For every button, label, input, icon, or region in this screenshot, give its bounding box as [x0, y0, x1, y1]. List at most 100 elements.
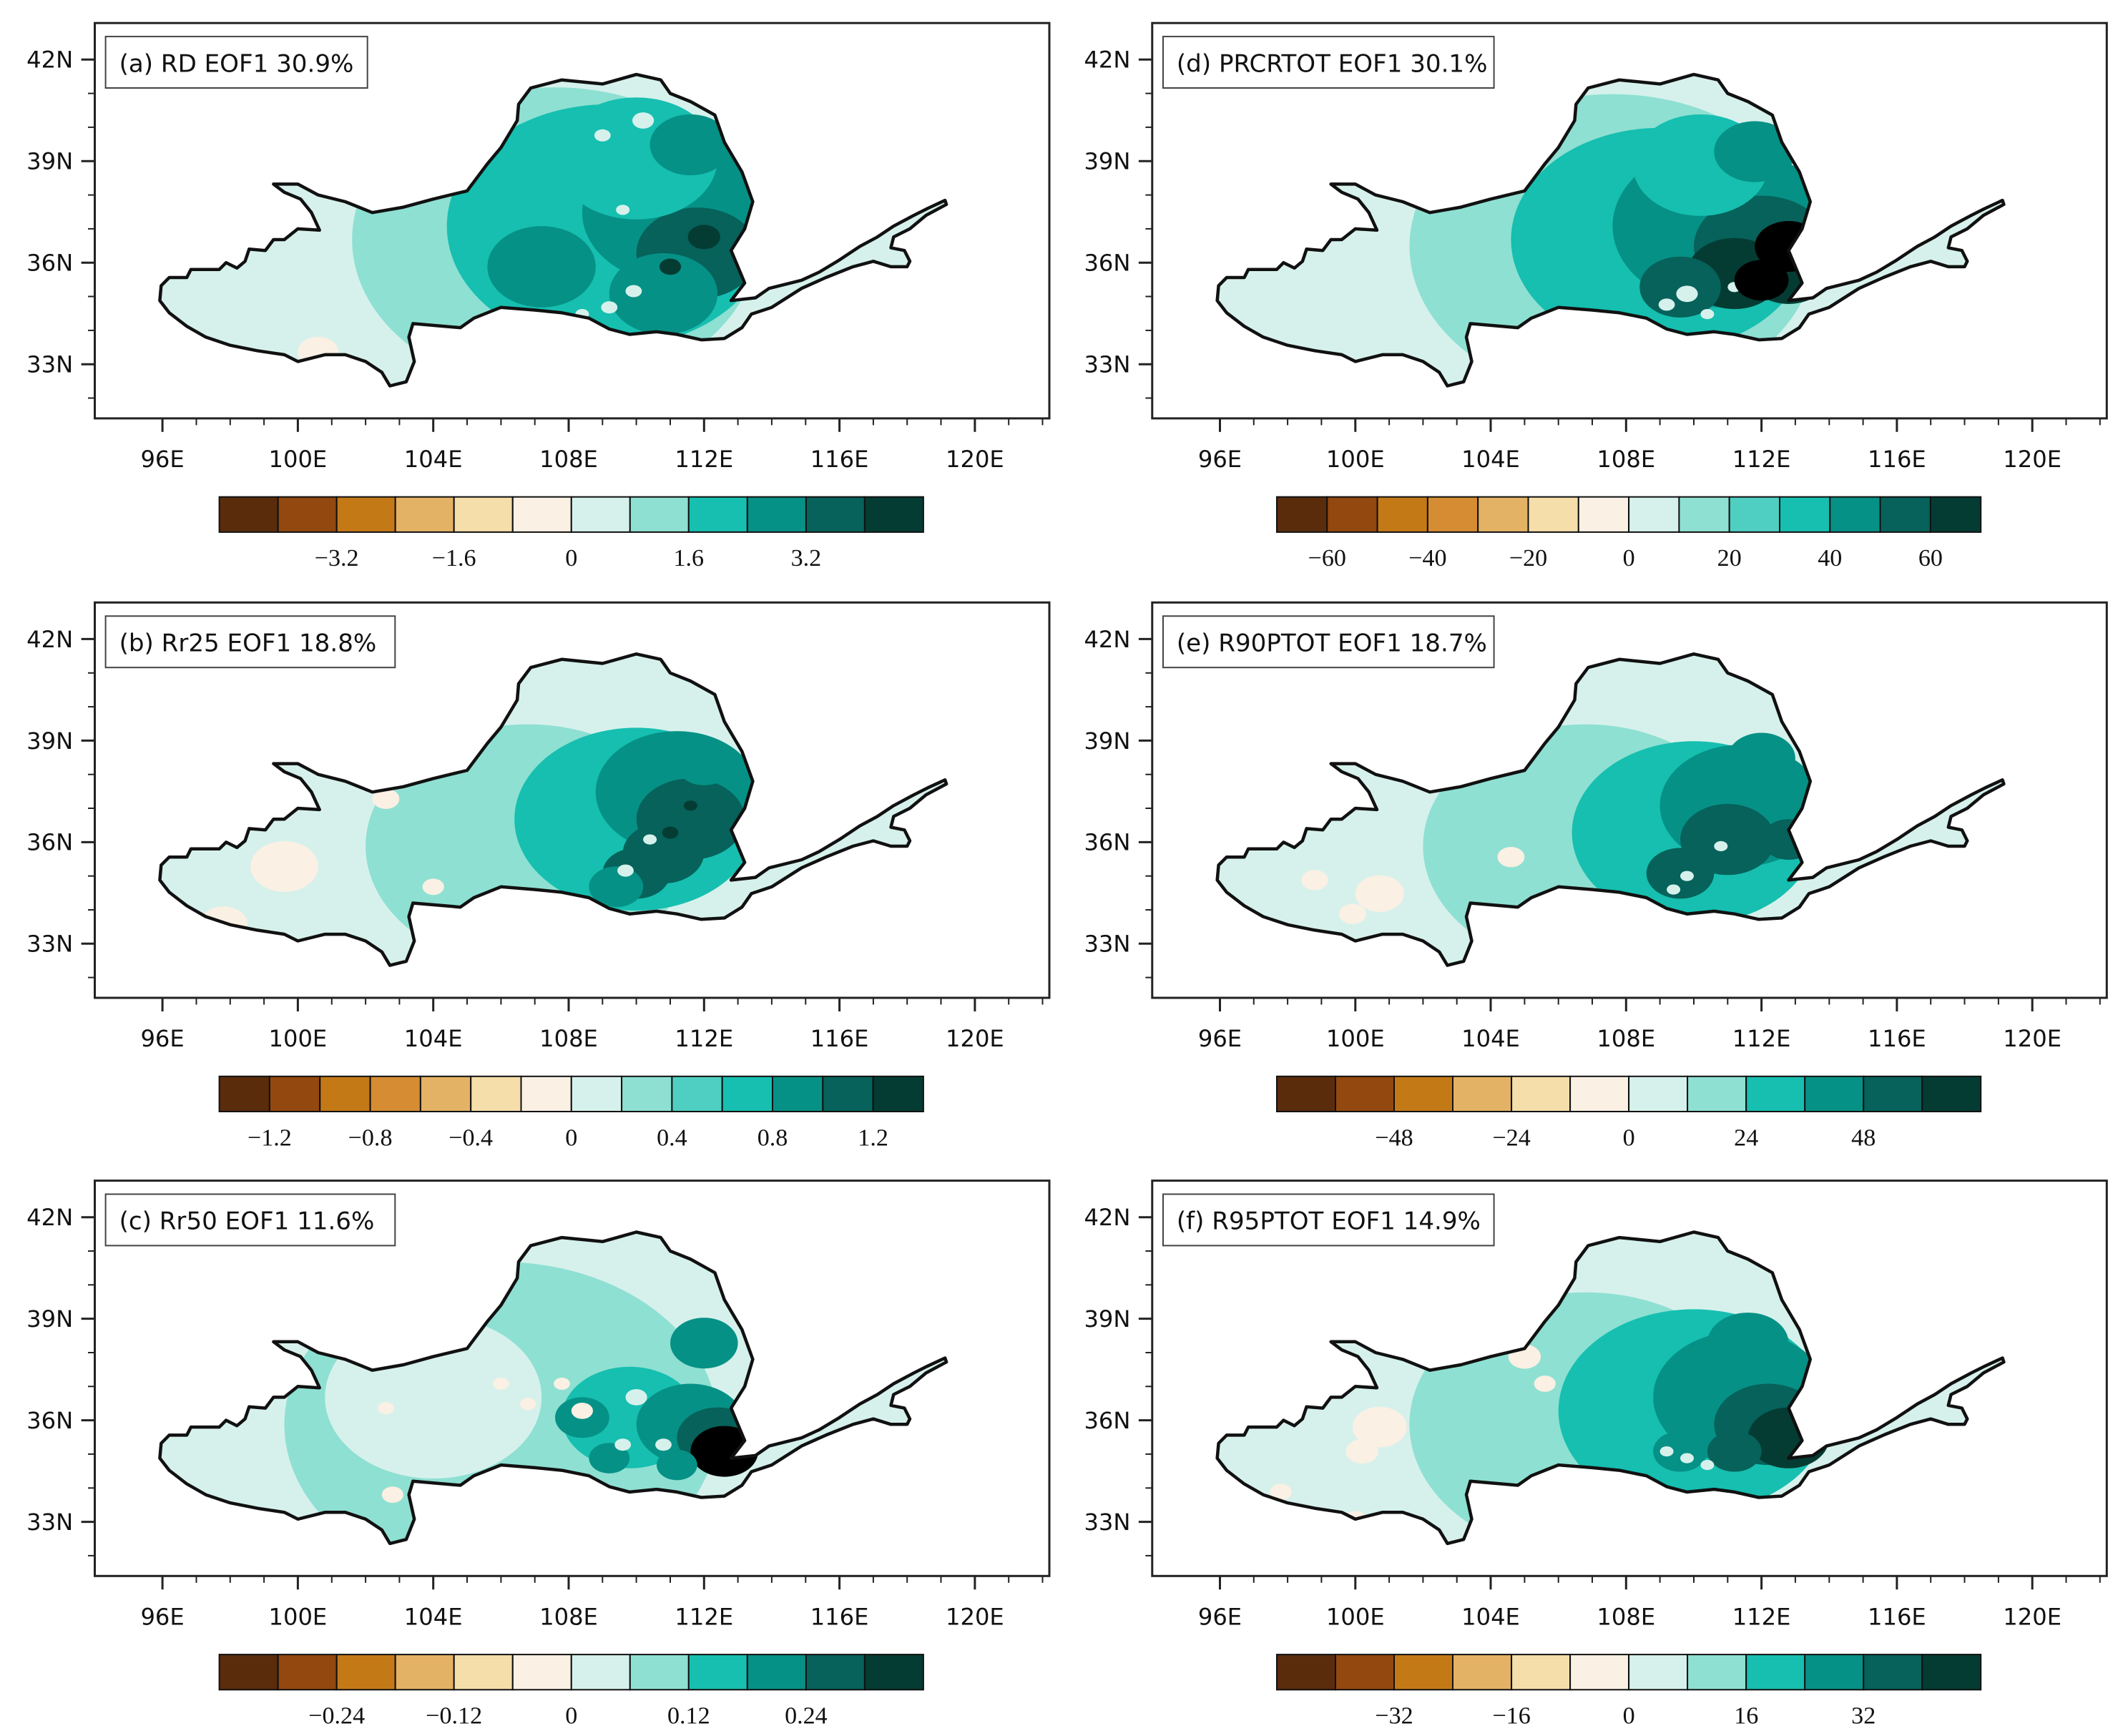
x-tick-label: 112E	[1732, 1603, 1791, 1630]
colorbar-tick-label: −48	[1375, 1124, 1413, 1151]
field-patch	[493, 1378, 509, 1390]
colorbar-tick-label: 0.24	[785, 1703, 828, 1730]
x-tick-label: 96E	[140, 1025, 184, 1052]
colorbar-tick-label: −3.2	[315, 545, 359, 572]
y-tick-label: 33N	[26, 1509, 73, 1536]
colorbar-tick-label: −0.12	[426, 1703, 482, 1730]
colorbar-swatch	[470, 1075, 522, 1113]
y-tick-label: 42N	[26, 626, 73, 653]
colorbar-swatch	[1569, 1075, 1630, 1113]
field-patch	[687, 225, 720, 250]
colorbar-swatch	[687, 496, 748, 533]
colorbar-swatch	[1745, 1654, 1806, 1691]
panel-title: (d) PRCRTOT EOF1 30.1%	[1177, 49, 1488, 78]
x-tick-label: 100E	[269, 1025, 328, 1052]
field-patch	[1639, 256, 1721, 318]
colorbar-tick-label: −1.6	[432, 545, 476, 572]
colorbar-tick-label: −24	[1492, 1124, 1530, 1151]
colorbar-swatch	[1728, 496, 1780, 533]
field-patch	[378, 1402, 394, 1415]
colorbar-swatch	[687, 1654, 748, 1691]
field-patch	[616, 205, 630, 215]
y-tick-label: 36N	[26, 829, 73, 856]
y-tick-label: 39N	[1084, 1305, 1130, 1333]
colorbar-tick-label: 16	[1734, 1703, 1758, 1730]
colorbar-tick-label: −0.8	[348, 1124, 393, 1151]
y-tick-label: 42N	[26, 46, 73, 74]
colorbar-swatch	[863, 1654, 924, 1691]
y-tick-label: 36N	[1084, 1407, 1130, 1434]
colorbar-swatch	[319, 1075, 371, 1113]
colorbar-swatch	[805, 496, 866, 533]
colorbar-swatch	[721, 1075, 774, 1113]
colorbar-swatch	[1527, 496, 1579, 533]
colorbar-swatch	[218, 1654, 279, 1691]
field-patch	[1301, 870, 1328, 891]
colorbar-swatch	[218, 1075, 270, 1113]
colorbar-tick-label: 0	[565, 1703, 577, 1730]
field-patch	[1659, 1446, 1674, 1457]
colorbar-tick-label: 0	[565, 545, 577, 572]
x-tick-label: 108E	[539, 1603, 598, 1630]
eof-panel-e: 96E 100E 104E 108E 112E 116E 120E 42N 39N 36N 33N (…	[1084, 601, 2108, 1151]
colorbar-swatch	[1929, 496, 1982, 533]
x-tick-label: 96E	[1198, 446, 1242, 473]
colorbar-swatch	[1921, 1654, 1982, 1691]
colorbar-swatch	[1511, 1075, 1572, 1113]
field-patch	[589, 1443, 630, 1473]
colorbar-tick-label: 32	[1851, 1703, 1876, 1730]
field-patch	[372, 788, 400, 810]
colorbar-swatch	[453, 496, 514, 533]
colorbar-swatch	[1393, 1654, 1453, 1691]
x-tick-label: 104E	[404, 446, 463, 473]
x-tick-label: 112E	[675, 1603, 733, 1630]
colorbar-swatch	[1569, 1654, 1630, 1691]
field-patch	[609, 253, 718, 335]
colorbar-swatch	[1335, 1075, 1395, 1113]
panel-title: (f) R95PTOT EOF1 14.9%	[1177, 1207, 1481, 1236]
field-patch	[601, 301, 618, 314]
colorbar-swatch	[1863, 1654, 1923, 1691]
field-patch	[250, 840, 318, 892]
panel-title: (b) Rr25 EOF1 18.8%	[119, 629, 377, 658]
panel-title-box	[104, 36, 368, 89]
x-tick-label: 104E	[1461, 1025, 1520, 1052]
x-tick-label: 116E	[1868, 446, 1926, 473]
x-tick-label: 96E	[1198, 1603, 1242, 1630]
colorbar-swatch	[277, 1654, 338, 1691]
colorbar-tick-label: 0.4	[657, 1124, 687, 1151]
basin-outline	[158, 1230, 948, 1546]
x-tick-label: 120E	[946, 1025, 1004, 1052]
x-tick-label: 108E	[1597, 1603, 1655, 1630]
colorbar-swatch	[1477, 496, 1529, 533]
x-tick-label: 116E	[810, 1603, 869, 1630]
colorbar-tick-label: 0.12	[667, 1703, 710, 1730]
x-tick-label: 112E	[1732, 446, 1791, 473]
field-patch	[632, 112, 654, 129]
y-tick-label: 42N	[1084, 46, 1130, 74]
field-patch	[589, 866, 644, 908]
y-tick-label: 39N	[26, 1305, 73, 1333]
colorbar-swatch	[1393, 1075, 1453, 1113]
colorbar-swatch	[1687, 1654, 1747, 1691]
y-tick-label: 39N	[1084, 148, 1130, 175]
field-patch	[1700, 1460, 1715, 1471]
x-tick-label: 104E	[404, 1025, 463, 1052]
colorbar: −60 −40 −20 0 20 40 60	[1276, 496, 1982, 572]
colorbar-tick-label: 20	[1717, 545, 1742, 572]
colorbar-swatch	[1376, 496, 1428, 533]
colorbar-swatch	[822, 1075, 874, 1113]
colorbar-swatch	[1879, 496, 1931, 533]
panel-title-box	[1162, 36, 1495, 89]
panel-title: (c) Rr50 EOF1 11.6%	[119, 1207, 375, 1236]
y-tick-label: 33N	[26, 931, 73, 958]
x-tick-label: 104E	[1461, 446, 1520, 473]
colorbar-swatch	[1687, 1075, 1747, 1113]
field-patch	[519, 1398, 536, 1411]
y-tick-label: 36N	[26, 250, 73, 277]
colorbar-swatch	[419, 1075, 472, 1113]
x-tick-label: 120E	[946, 1603, 1004, 1630]
x-tick-label: 100E	[269, 1603, 328, 1630]
field-patch	[670, 1318, 738, 1369]
colorbar-swatch	[1745, 1075, 1806, 1113]
